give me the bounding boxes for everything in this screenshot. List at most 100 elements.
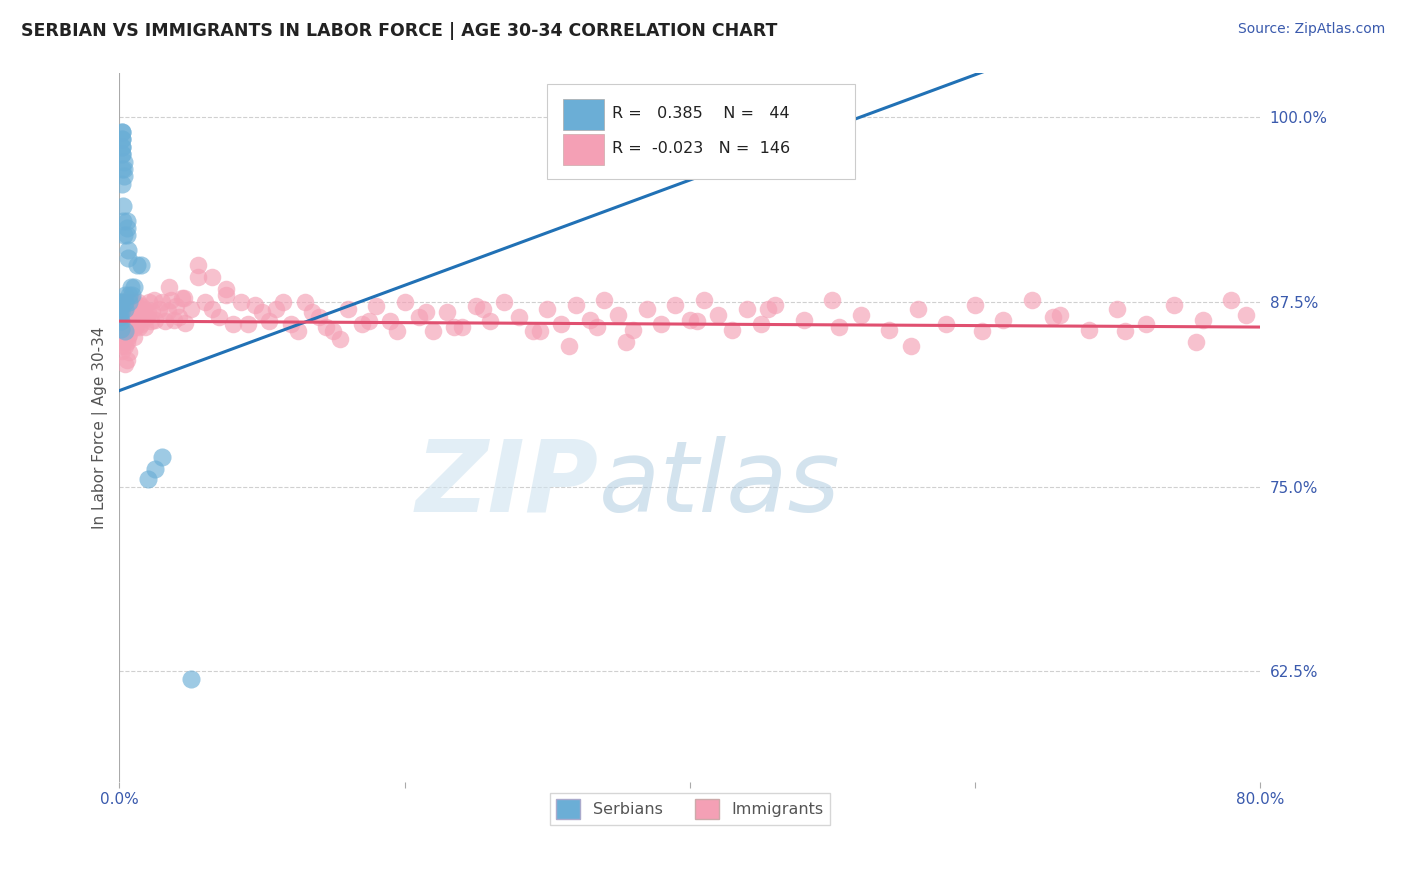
Point xyxy=(763,298,786,312)
Point xyxy=(264,302,287,317)
Point xyxy=(1077,323,1099,337)
Point xyxy=(322,325,344,339)
Point xyxy=(139,314,162,328)
Point xyxy=(159,293,181,308)
Point xyxy=(112,154,135,169)
Point xyxy=(1185,334,1208,349)
Point xyxy=(1192,312,1215,326)
Point xyxy=(132,302,155,317)
Point xyxy=(280,317,302,331)
Point xyxy=(693,293,716,308)
Point xyxy=(336,302,359,317)
Point xyxy=(721,323,744,337)
Point xyxy=(110,299,132,313)
Point xyxy=(115,221,138,235)
Point xyxy=(118,310,141,324)
Point xyxy=(157,280,180,294)
Point xyxy=(124,320,146,334)
Point xyxy=(120,280,142,294)
Point xyxy=(118,292,141,306)
Point xyxy=(129,299,152,313)
Point xyxy=(735,302,758,317)
Point xyxy=(120,320,142,334)
Point xyxy=(1114,325,1136,339)
Text: ZIP: ZIP xyxy=(416,435,599,533)
Point xyxy=(301,305,323,319)
FancyBboxPatch shape xyxy=(564,98,605,129)
Point xyxy=(229,294,252,309)
Point xyxy=(127,312,149,326)
Point xyxy=(450,320,472,334)
Point xyxy=(108,310,131,324)
Point xyxy=(111,199,134,213)
Point xyxy=(114,287,136,301)
Point xyxy=(650,317,672,331)
Point xyxy=(664,298,686,312)
Point xyxy=(879,323,901,337)
Point xyxy=(1021,293,1043,308)
Point xyxy=(122,294,145,309)
Point xyxy=(111,177,134,191)
Point xyxy=(1220,293,1243,308)
Point xyxy=(122,330,145,344)
Text: R =   0.385    N =   44: R = 0.385 N = 44 xyxy=(612,106,790,121)
Point xyxy=(394,294,416,309)
Point xyxy=(243,298,266,312)
Point xyxy=(686,314,709,328)
Point xyxy=(110,125,132,139)
Point xyxy=(112,334,135,349)
Point xyxy=(141,303,163,318)
Point xyxy=(315,320,337,334)
Point xyxy=(118,294,141,309)
Point xyxy=(756,302,779,317)
Point xyxy=(114,339,136,353)
Point xyxy=(172,291,194,305)
Point xyxy=(120,302,142,317)
Point xyxy=(162,312,184,326)
Point xyxy=(993,312,1015,326)
Point xyxy=(131,305,153,319)
Point xyxy=(110,305,132,319)
Point xyxy=(350,317,373,331)
Point xyxy=(166,299,188,313)
Point xyxy=(821,293,844,308)
Point xyxy=(793,312,815,326)
Point xyxy=(112,228,135,243)
Point xyxy=(111,132,134,146)
Point xyxy=(1107,302,1129,317)
Point xyxy=(114,302,136,317)
Point xyxy=(115,299,138,313)
Point xyxy=(508,310,530,324)
Point xyxy=(1163,298,1185,312)
Point xyxy=(111,140,134,154)
Point xyxy=(114,325,136,339)
Point xyxy=(121,287,143,301)
Point xyxy=(187,269,209,284)
Point xyxy=(111,305,134,319)
Point xyxy=(110,140,132,154)
Point xyxy=(111,213,134,227)
Point xyxy=(138,294,160,309)
Point xyxy=(110,147,132,161)
Point xyxy=(194,294,217,309)
Point xyxy=(117,294,139,309)
Point xyxy=(557,339,579,353)
Text: SERBIAN VS IMMIGRANTS IN LABOR FORCE | AGE 30-34 CORRELATION CHART: SERBIAN VS IMMIGRANTS IN LABOR FORCE | A… xyxy=(21,22,778,40)
Point xyxy=(125,258,148,272)
Point xyxy=(749,317,772,331)
Point xyxy=(110,321,132,335)
Point xyxy=(117,244,139,258)
Point xyxy=(380,314,402,328)
Point xyxy=(621,323,644,337)
Point xyxy=(118,327,141,342)
Point xyxy=(169,310,191,324)
Point xyxy=(134,320,156,334)
Point xyxy=(422,325,444,339)
Point xyxy=(111,343,134,358)
Point xyxy=(564,298,586,312)
Point xyxy=(129,317,152,331)
Point xyxy=(115,352,138,367)
Point xyxy=(121,299,143,313)
Point xyxy=(900,339,922,353)
Point xyxy=(112,314,135,328)
